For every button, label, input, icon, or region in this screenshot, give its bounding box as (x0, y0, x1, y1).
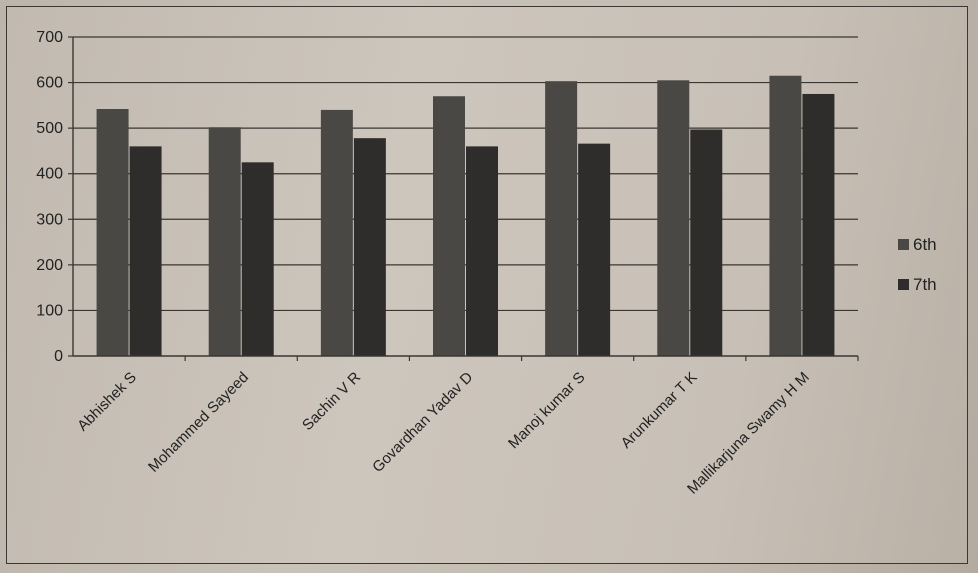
y-tick-label: 0 (54, 348, 63, 365)
y-tick-label: 700 (36, 29, 63, 46)
x-category-label: Manoj kumar S (505, 369, 588, 452)
bar-6th-1 (96, 109, 129, 356)
bar-6th-6 (657, 80, 690, 357)
x-axis-categories: Abhishek S Mohammed Sayeed Sachin V R Govar… (74, 356, 859, 498)
legend-label-7th: 7th (913, 275, 937, 294)
bar-6th-7 (769, 75, 802, 356)
legend-swatch-7th (898, 279, 909, 290)
y-tick-label: 100 (36, 302, 63, 319)
bar-6th-3 (320, 109, 353, 357)
x-category-label: Mallikarjuna Swamy H M (684, 369, 813, 498)
bar-7th-1 (129, 146, 162, 356)
bar-6th-4 (433, 96, 465, 356)
legend-label-6th: 6th (913, 235, 937, 254)
bar-6th-5 (545, 81, 578, 356)
bar-6th-2 (208, 127, 241, 356)
bar-7th-4 (466, 146, 498, 356)
y-tick-label: 200 (36, 257, 63, 274)
axes (72, 37, 858, 357)
bar-7th-5 (578, 143, 611, 356)
y-tick-label: 400 (36, 166, 63, 183)
bar-7th-7 (802, 93, 835, 356)
x-category-label: Abhishek S (74, 369, 140, 435)
x-category-label: Govardhan Yadav D (369, 369, 476, 476)
y-axis-ticks: 0 100 200 300 400 500 600 700 (36, 29, 73, 365)
x-category-label: Mohammed Sayeed (145, 369, 252, 476)
bar-7th-2 (241, 162, 274, 356)
y-tick-label: 600 (36, 75, 63, 92)
x-category-label: Sachin V R (299, 369, 364, 434)
x-category-label: Arunkumar T K (618, 369, 701, 452)
bars (96, 75, 835, 357)
legend: 6th 7th (898, 235, 937, 294)
y-tick-label: 300 (36, 211, 63, 228)
y-tick-label: 500 (36, 120, 63, 137)
gridlines (73, 36, 858, 312)
legend-swatch-6th (898, 239, 909, 250)
bar-7th-6 (690, 129, 723, 356)
bar-7th-3 (353, 138, 386, 356)
